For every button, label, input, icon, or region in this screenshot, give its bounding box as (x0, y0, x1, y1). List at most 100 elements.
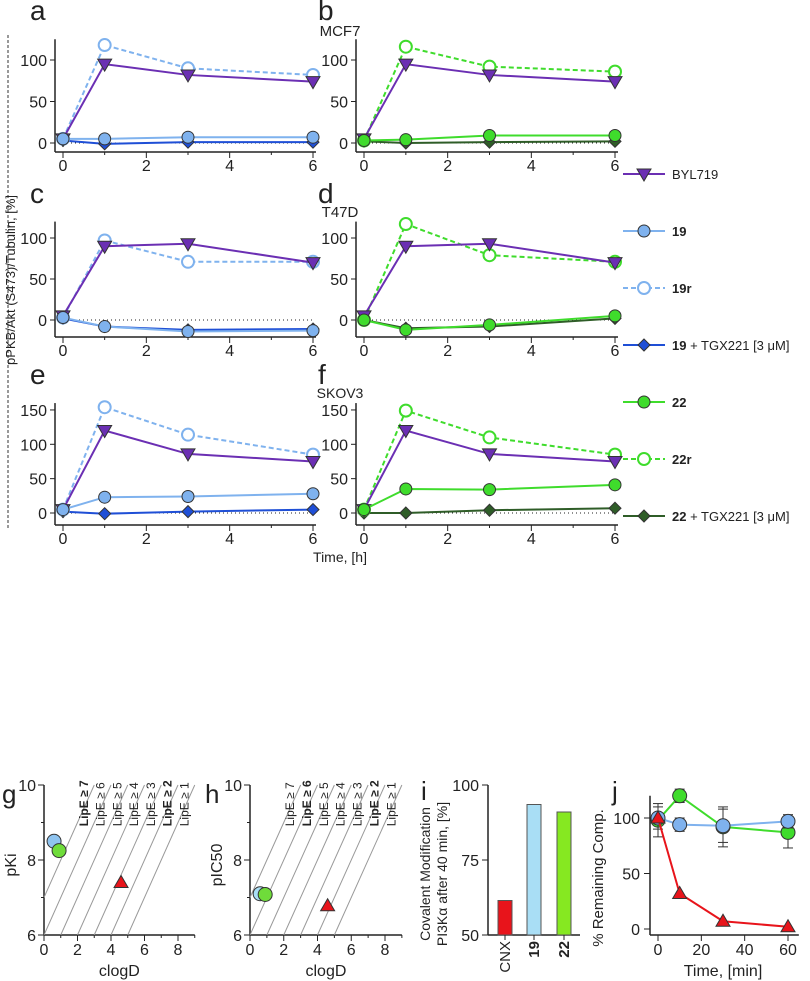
x-tick-label: 0 (360, 531, 369, 548)
series-line-22-TGX221-3-M- (363, 140, 616, 145)
lipe-line (77, 784, 145, 936)
lipe-label: LipE ≥ 4 (127, 782, 141, 826)
y-axis-label: pKi (3, 853, 20, 876)
panel-label-i: i (421, 776, 427, 806)
data-point (180, 448, 196, 462)
x-tick-label: 19 (526, 941, 543, 958)
y-tick-label: 0 (339, 136, 348, 153)
x-tick-label: 4 (225, 158, 234, 175)
y-tick-label: 50 (330, 95, 348, 112)
data-point (482, 503, 497, 517)
series-line-22-TGX221-3-M- (364, 507, 616, 514)
series-line-19 (62, 492, 314, 511)
data-point (181, 254, 195, 269)
y-tick-label: 50 (29, 472, 47, 489)
y-tick-label: 8 (27, 853, 36, 870)
data-point (181, 504, 195, 519)
legend-label: 22r (672, 452, 692, 467)
y-tick-label: 50 (29, 95, 47, 112)
bar-19 (526, 804, 542, 936)
data-point (608, 501, 622, 515)
data-point-22 (672, 788, 688, 804)
y-tick-label: 10 (224, 778, 242, 795)
y-tick-label: 50 (461, 928, 479, 945)
data-point (483, 483, 496, 497)
legend-label: 19 + TGX221 [3 μM] (672, 338, 789, 353)
x-tick-label: CNX (497, 941, 514, 973)
y-tick-label: 0 (339, 313, 348, 330)
series-line-22 (363, 134, 615, 142)
x-tick-label: 0 (246, 942, 255, 959)
y-tick-label: 50 (29, 272, 47, 289)
x-tick-label: 0 (59, 531, 68, 548)
x-tick-label: 4 (107, 942, 116, 959)
data-point (607, 455, 623, 470)
legend-marker (637, 395, 651, 409)
lipe-line (283, 784, 352, 936)
y-tick-label: 150 (20, 403, 47, 420)
y-tick-label: 50 (330, 472, 348, 489)
y-axis-label: pIC50 (209, 844, 226, 887)
x-tick-label: 0 (59, 158, 68, 175)
panel-label-h: h (205, 779, 219, 809)
legend-marker (636, 168, 652, 182)
y-tick-label: 100 (321, 53, 348, 70)
cell-line-title: MCF7 (320, 23, 361, 40)
y-tick-label: 50 (330, 272, 348, 289)
legend-label-bold: 22r (672, 452, 692, 467)
lipe-line (300, 784, 369, 936)
x-tick-label: 0 (654, 942, 663, 959)
bar-22 (556, 811, 572, 936)
series-line-22r (363, 222, 616, 321)
series-line-22r (363, 409, 616, 510)
series-line-CNX (657, 817, 789, 928)
data-point (96, 58, 113, 73)
panel-label-j: j (611, 776, 618, 806)
y-tick-label: 100 (20, 437, 47, 454)
data-point (483, 129, 496, 143)
panel-label-c: c (30, 178, 44, 209)
series-line-19 (657, 817, 789, 827)
data-point (482, 430, 497, 445)
y-tick-label: 0 (38, 136, 47, 153)
x-axis-label: clogD (305, 963, 346, 980)
x-tick-label: 2 (142, 343, 151, 360)
data-point (397, 240, 414, 255)
data-point (481, 448, 498, 462)
lipe-label: LipE ≥ 6 (300, 780, 314, 826)
data-point (306, 487, 320, 501)
data-point (481, 69, 498, 83)
x-tick-label: 0 (360, 343, 369, 360)
y-tick-label: 100 (321, 231, 348, 248)
series-line-BYL719 (363, 63, 616, 140)
legend-label: 22 (672, 395, 686, 410)
lipe-label: LipE ≥ 1 (384, 782, 398, 826)
data-point (398, 403, 413, 418)
panel-label-d: d (318, 178, 334, 209)
lipe-line (266, 784, 335, 936)
lipe-line (43, 784, 95, 898)
legend-label-bold: 19r (672, 281, 692, 296)
data-point (399, 506, 413, 520)
y-tick-label: 6 (27, 928, 36, 945)
data-point-22 (51, 843, 67, 859)
data-point (608, 129, 622, 143)
series-line-22 (363, 483, 616, 511)
panel-label-f: f (318, 359, 326, 390)
data-point (608, 64, 622, 79)
data-point (305, 455, 321, 470)
bar-CNX (497, 900, 513, 936)
lipe-line (93, 784, 162, 936)
data-point (607, 76, 623, 90)
legend-label-rest: + TGX221 [3 μM] (686, 338, 789, 353)
data-point-CNX (319, 897, 336, 912)
data-point (397, 425, 414, 439)
data-point (181, 490, 195, 504)
lipe-label: LipE ≥ 5 (110, 782, 124, 826)
x-tick-label: 2 (142, 158, 151, 175)
legend-label-bold: 22 (672, 509, 686, 524)
series-line-22r (363, 45, 616, 141)
x-tick-label: 4 (225, 343, 234, 360)
x-tick-label: 8 (381, 942, 390, 959)
series-line-19r (62, 43, 314, 140)
